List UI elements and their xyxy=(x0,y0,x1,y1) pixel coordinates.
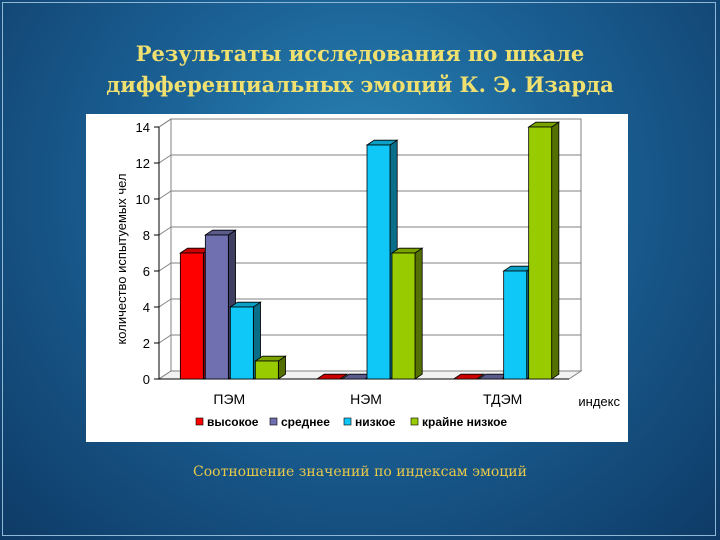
gridline-side xyxy=(158,154,172,164)
bar xyxy=(503,270,528,380)
legend-swatch xyxy=(410,417,419,426)
bars xyxy=(179,121,561,380)
bar xyxy=(229,306,254,380)
bar xyxy=(254,360,279,380)
gridline-side xyxy=(158,334,172,344)
side-wall xyxy=(158,118,172,380)
labels: 0 2 4 6 8 10 12 14 ПЭМ НЭМ ТДЭМ количество испытуем… xyxy=(114,120,620,409)
gridline-side xyxy=(158,298,172,308)
x-axis-title: индекс xyxy=(578,394,620,409)
bar-side xyxy=(414,247,423,380)
gridline-side xyxy=(158,190,172,200)
bar-top xyxy=(452,373,486,380)
legend-swatch xyxy=(343,417,352,426)
chart-panel: 0 2 4 6 8 10 12 14 ПЭМ НЭМ ТДЭМ количество испытуем… xyxy=(86,114,628,442)
y-tick-label: 0 xyxy=(143,372,150,387)
legend-label: низкое xyxy=(355,415,396,429)
legend-swatch xyxy=(195,417,204,426)
bar xyxy=(179,252,204,380)
legend-label: высокое xyxy=(207,415,259,429)
x-tick-label: ПЭМ xyxy=(213,391,245,407)
bar-side xyxy=(551,121,560,380)
legend-swatch xyxy=(269,417,278,426)
bar xyxy=(391,252,416,380)
slide-title: Результаты исследования по шкале диффере… xyxy=(0,38,720,100)
y-tick-label: 12 xyxy=(136,156,150,171)
legend: высокое среднее низкое крайне низкое xyxy=(195,415,507,429)
gridline-side xyxy=(158,262,172,272)
bar xyxy=(528,126,553,380)
gridline-side xyxy=(158,226,172,236)
bar-top xyxy=(315,373,349,380)
y-tick-label: 10 xyxy=(136,192,150,207)
y-tick-label: 8 xyxy=(143,228,150,243)
slide-title-line-2: дифференциальных эмоций К. Э. Изарда xyxy=(106,72,614,97)
y-tick-label: 4 xyxy=(143,300,150,315)
slide-title-line-1: Результаты исследования по шкале xyxy=(135,41,585,66)
bar xyxy=(366,144,391,380)
y-axis-title: количество испытуемых чел xyxy=(114,173,129,344)
legend-label: среднее xyxy=(281,415,330,429)
bar-chart: 0 2 4 6 8 10 12 14 ПЭМ НЭМ ТДЭМ количество испытуем… xyxy=(114,118,620,429)
x-tick-label: НЭМ xyxy=(350,391,382,407)
y-tick-label: 14 xyxy=(136,120,150,135)
legend-label: крайне низкое xyxy=(422,415,507,429)
x-tick-label: ТДЭМ xyxy=(483,391,522,407)
y-tick-label: 6 xyxy=(143,264,150,279)
bar xyxy=(204,234,229,380)
y-tick-label: 2 xyxy=(143,336,150,351)
chart-caption: Соотношение значений по индексам эмоций xyxy=(193,464,527,480)
gridline-side xyxy=(158,118,172,128)
